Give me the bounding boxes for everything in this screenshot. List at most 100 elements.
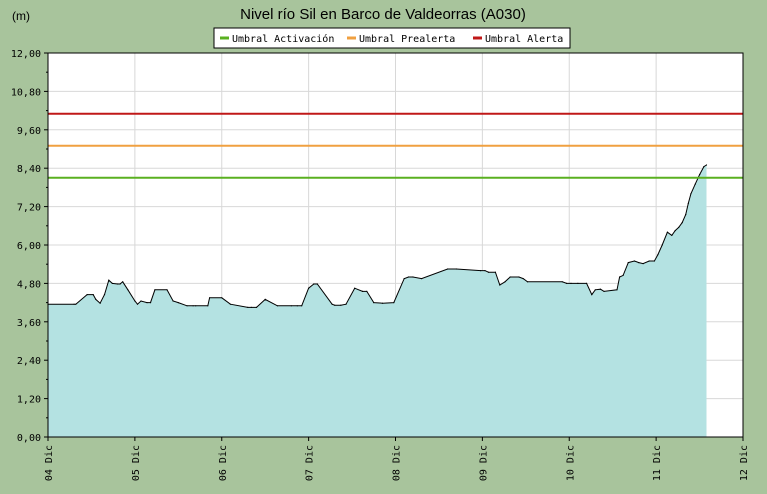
data-point [340, 304, 342, 306]
y-tick-label: 9,60 [17, 126, 41, 137]
data-point [75, 303, 77, 305]
data-point [594, 289, 596, 291]
data-point [296, 305, 298, 307]
data-point [154, 289, 156, 291]
data-point [146, 302, 148, 304]
threshold-lines [48, 112, 743, 179]
y-tick-label: 4,80 [17, 279, 41, 290]
data-point [648, 260, 650, 262]
data-point [247, 306, 249, 308]
data-point [381, 302, 384, 304]
data-point [499, 284, 501, 286]
data-point [577, 282, 579, 284]
data-point [494, 271, 496, 273]
data-point [421, 278, 423, 280]
x-tick-label: 10 Dic [565, 445, 576, 481]
data-point [657, 254, 659, 256]
data-point [393, 302, 395, 304]
data-point [119, 283, 121, 285]
data-point [694, 183, 696, 185]
data-point [229, 303, 231, 305]
data-point [487, 271, 490, 273]
x-tick-label: 08 Dic [392, 445, 403, 481]
data-point [671, 234, 673, 236]
x-tick-label: 05 Dic [131, 445, 142, 481]
data-point [316, 283, 318, 285]
y-tick-label: 8,40 [17, 164, 41, 175]
data-point [140, 300, 142, 302]
data-point [622, 274, 624, 276]
y-tick-label: 10,80 [11, 87, 41, 98]
data-point [522, 278, 524, 280]
data-point [177, 302, 179, 304]
data-point [699, 174, 701, 176]
y-tick-label: 0,00 [17, 433, 41, 444]
data-point [619, 276, 621, 278]
data-point [111, 282, 113, 284]
x-tick-label: 09 Dic [478, 445, 489, 481]
data-point [127, 289, 129, 291]
data-point [603, 290, 605, 292]
data-point [86, 294, 88, 296]
y-tick-label: 1,20 [17, 395, 41, 406]
area-fill [48, 165, 707, 437]
data-point [103, 294, 106, 296]
data-point [308, 287, 310, 289]
data-point [687, 202, 689, 204]
data-point [354, 287, 356, 289]
data-point [412, 276, 414, 278]
data-point [334, 304, 336, 306]
data-point [591, 294, 593, 296]
data-point [638, 262, 640, 264]
data-point [561, 281, 563, 283]
data-point [290, 305, 292, 307]
data-point [186, 305, 188, 307]
y-tick-label: 7,20 [17, 203, 41, 214]
data-point [250, 306, 252, 308]
data-point [95, 298, 97, 300]
data-point [526, 281, 529, 283]
data-point [627, 262, 629, 264]
data-point [192, 305, 194, 307]
legend-label-1: Umbral Prealerta [359, 34, 455, 45]
data-point [264, 298, 266, 300]
data-point [276, 305, 278, 307]
y-tick-label: 6,00 [17, 241, 41, 252]
data-point [633, 260, 636, 262]
data-point [331, 303, 333, 305]
data-point [195, 305, 197, 307]
data-point [599, 288, 602, 290]
data-point [73, 303, 75, 305]
data-point [373, 302, 375, 304]
data-point [653, 260, 656, 262]
data-point [455, 268, 457, 270]
data-point [685, 214, 687, 216]
data-point [361, 290, 364, 292]
data-point [99, 302, 101, 304]
legend-box [213, 27, 571, 49]
x-tick-label: 07 Dic [305, 445, 316, 481]
x-tick-label: 11 Dic [652, 445, 663, 481]
data-point [221, 297, 223, 299]
x-tick-label: 12 Dic [739, 445, 750, 481]
data-point [674, 230, 676, 232]
data-point [172, 300, 174, 302]
data-point [149, 302, 152, 304]
data-point [366, 290, 368, 292]
y-unit-label: (m) [12, 9, 30, 23]
data-point [703, 166, 705, 168]
data-point [705, 164, 708, 166]
data-point [255, 306, 258, 308]
series-area [47, 164, 708, 437]
data-point [666, 231, 669, 233]
data-point [484, 270, 486, 272]
data-point [345, 303, 347, 305]
x-tick-label: 04 Dic [44, 445, 55, 481]
data-point [616, 289, 618, 291]
x-tick-label: 06 Dic [218, 445, 229, 481]
data-point [407, 276, 410, 278]
data-point [122, 281, 124, 283]
data-point [681, 222, 683, 224]
data-point [642, 263, 644, 265]
